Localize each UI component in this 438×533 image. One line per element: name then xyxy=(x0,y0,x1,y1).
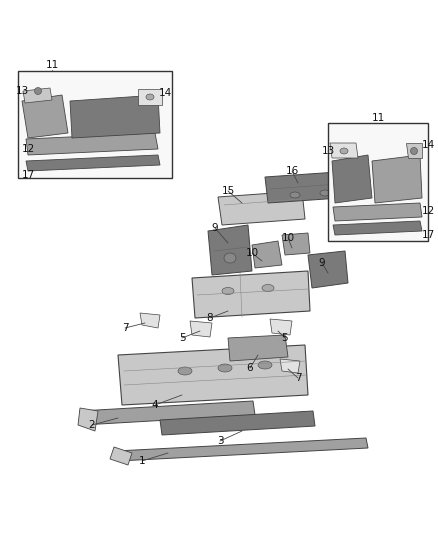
Ellipse shape xyxy=(35,87,42,94)
Text: 11: 11 xyxy=(371,113,385,123)
Text: 5: 5 xyxy=(282,333,288,343)
Text: 5: 5 xyxy=(179,333,185,343)
Text: 10: 10 xyxy=(245,248,258,258)
Polygon shape xyxy=(70,95,160,138)
Polygon shape xyxy=(118,345,308,405)
Ellipse shape xyxy=(224,253,236,263)
Polygon shape xyxy=(22,95,68,138)
Text: 4: 4 xyxy=(152,400,158,410)
Polygon shape xyxy=(110,447,132,465)
Text: 17: 17 xyxy=(421,230,434,240)
Polygon shape xyxy=(138,89,162,105)
Text: 2: 2 xyxy=(88,420,95,430)
Bar xyxy=(18,71,172,178)
Polygon shape xyxy=(23,88,52,103)
Text: 10: 10 xyxy=(282,233,295,243)
Polygon shape xyxy=(140,313,160,328)
Text: 3: 3 xyxy=(217,436,223,446)
Ellipse shape xyxy=(320,190,330,196)
Polygon shape xyxy=(282,233,310,255)
Text: 7: 7 xyxy=(295,373,301,383)
Text: 13: 13 xyxy=(321,146,335,156)
Polygon shape xyxy=(308,251,348,288)
Polygon shape xyxy=(208,225,252,275)
Polygon shape xyxy=(406,143,422,158)
Text: 9: 9 xyxy=(319,258,325,268)
Text: 13: 13 xyxy=(15,86,28,96)
Ellipse shape xyxy=(340,148,348,154)
Polygon shape xyxy=(78,408,98,431)
Text: 8: 8 xyxy=(207,313,213,323)
Text: 11: 11 xyxy=(46,60,59,70)
Ellipse shape xyxy=(410,148,417,155)
Polygon shape xyxy=(228,335,288,361)
Text: 16: 16 xyxy=(286,166,299,176)
Ellipse shape xyxy=(178,367,192,375)
Text: 14: 14 xyxy=(421,140,434,150)
Ellipse shape xyxy=(218,364,232,372)
Polygon shape xyxy=(270,319,292,335)
Text: 1: 1 xyxy=(139,456,145,466)
Ellipse shape xyxy=(146,94,154,100)
Polygon shape xyxy=(80,401,255,425)
Polygon shape xyxy=(333,221,422,235)
Ellipse shape xyxy=(258,361,272,369)
Ellipse shape xyxy=(222,287,234,295)
Polygon shape xyxy=(218,191,305,225)
Polygon shape xyxy=(372,155,422,203)
Text: 15: 15 xyxy=(221,186,235,196)
Polygon shape xyxy=(190,321,212,337)
Text: 12: 12 xyxy=(421,206,434,216)
Text: 9: 9 xyxy=(212,223,218,233)
Text: 6: 6 xyxy=(247,363,253,373)
Polygon shape xyxy=(26,133,158,155)
Text: 14: 14 xyxy=(159,88,172,98)
Text: 17: 17 xyxy=(21,170,35,180)
Polygon shape xyxy=(160,411,315,435)
Ellipse shape xyxy=(290,192,300,198)
Polygon shape xyxy=(330,143,358,158)
Bar xyxy=(328,123,428,241)
Polygon shape xyxy=(333,203,422,221)
Polygon shape xyxy=(192,271,310,318)
Polygon shape xyxy=(26,155,160,171)
Text: 7: 7 xyxy=(122,323,128,333)
Text: 12: 12 xyxy=(21,144,35,154)
Polygon shape xyxy=(252,241,282,268)
Polygon shape xyxy=(116,438,368,461)
Polygon shape xyxy=(265,171,355,203)
Polygon shape xyxy=(332,155,372,203)
Polygon shape xyxy=(280,359,300,373)
Ellipse shape xyxy=(262,285,274,292)
